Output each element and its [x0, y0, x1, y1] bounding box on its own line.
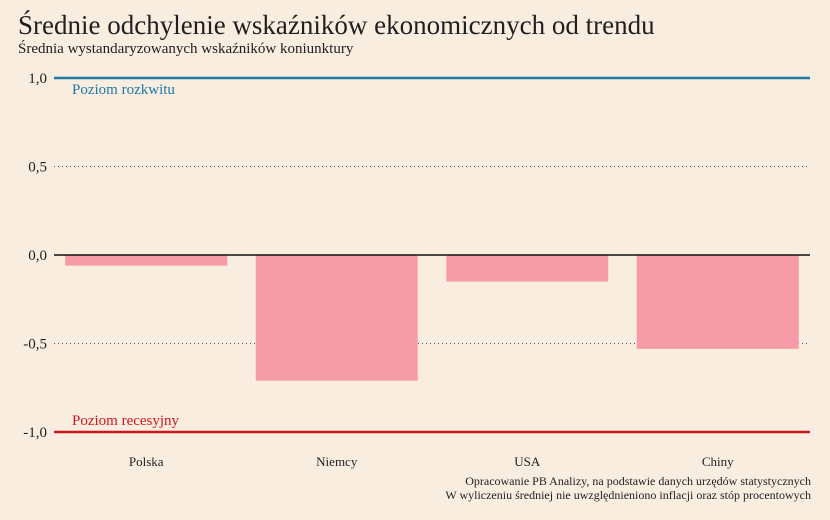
bars	[65, 255, 799, 381]
reference-line-label: Poziom recesyjny	[72, 413, 180, 429]
source-notes: Opracowanie PB Analizy, na podstawie dan…	[445, 474, 811, 502]
chart-subtitle: Średnia wystandaryzowanych wskaźników ko…	[18, 41, 354, 57]
reference-lines: Poziom rozkwitu Poziom recesyjny	[54, 76, 810, 434]
y-tick-label: 0,5	[28, 160, 47, 176]
y-tick-label: -0,5	[23, 337, 47, 353]
method-note: W wyliczeniu średniej nie uwzględnienion…	[445, 488, 811, 502]
x-tick-label: Polska	[129, 454, 164, 469]
y-tick-label: 0,0	[28, 248, 47, 264]
bar	[446, 255, 609, 282]
bar	[255, 255, 418, 381]
y-tick-label: -1,0	[23, 425, 47, 441]
x-tick-label: USA	[514, 454, 541, 469]
y-tick-label: 1,0	[28, 71, 47, 87]
x-tick-label: Niemcy	[316, 454, 358, 469]
x-tick-label: Chiny	[702, 454, 734, 469]
axis: 1,0 0,5 0,0 -0,5 -1,0 Polska Niemcy USA Chiny	[23, 71, 810, 469]
chart-title: Średnie odchylenie wskaźników ekonomiczn…	[18, 10, 655, 40]
reference-line-label: Poziom rozkwitu	[72, 82, 175, 98]
bar	[636, 255, 799, 349]
bar	[65, 255, 228, 266]
source-note: Opracowanie PB Analizy, na podstawie dan…	[465, 474, 811, 488]
